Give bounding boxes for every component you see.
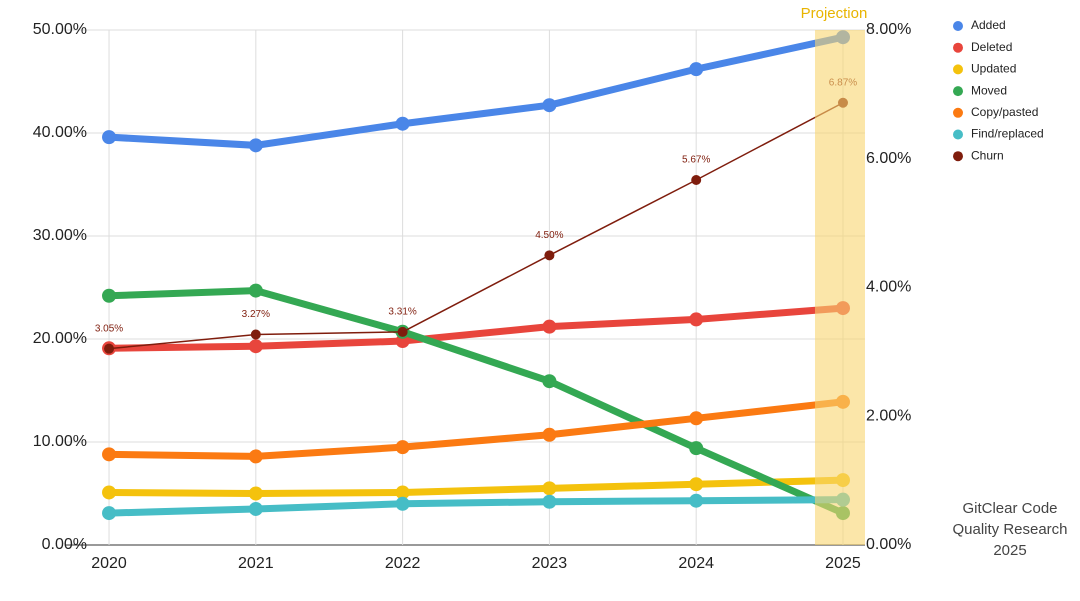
x-tick-label: 2023 [532, 555, 568, 572]
data-point [248, 486, 263, 501]
data-point [395, 496, 410, 511]
data-point [689, 493, 704, 508]
data-point [542, 427, 557, 442]
data-point [248, 138, 263, 153]
x-tick-label: 2022 [385, 555, 421, 572]
legend-marker [953, 64, 963, 75]
data-point [542, 481, 557, 496]
legend-label: Updated [971, 62, 1016, 76]
data-label: 3.27% [242, 309, 270, 320]
x-tick-label: 2020 [91, 555, 127, 572]
legend-marker [953, 42, 963, 53]
legend-marker [953, 151, 963, 162]
data-point [689, 441, 704, 456]
x-tick-label: 2021 [238, 555, 274, 572]
legend-label: Added [971, 18, 1006, 32]
data-point [248, 501, 263, 516]
y-tick-label: 0.00% [42, 536, 87, 553]
data-point [542, 98, 557, 113]
data-label: 4.50% [535, 230, 563, 241]
data-point [395, 116, 410, 131]
legend-label: Find/replaced [971, 127, 1044, 141]
y2-tick-label: 6.00% [866, 150, 911, 167]
data-point [102, 485, 117, 500]
data-point [689, 477, 704, 492]
data-point [689, 411, 704, 426]
data-point [250, 329, 261, 340]
data-point [248, 449, 263, 464]
data-point [397, 326, 408, 337]
data-point [102, 288, 117, 303]
legend-label: Churn [971, 148, 1004, 162]
projection-band [814, 30, 865, 545]
data-label: 5.67% [682, 155, 710, 166]
legend-marker [953, 21, 963, 31]
data-point [542, 319, 557, 334]
y-tick-label: 50.00% [33, 21, 87, 38]
data-label: 3.05% [95, 323, 123, 334]
y2-tick-label: 8.00% [866, 21, 911, 38]
series-line [108, 287, 845, 517]
y2-tick-label: 4.00% [866, 279, 911, 296]
legend-label: Copy/pasted [971, 105, 1038, 119]
data-point [544, 250, 555, 261]
data-point [542, 494, 557, 509]
series-line [108, 496, 844, 517]
y-tick-label: 30.00% [33, 227, 87, 244]
data-point [102, 447, 117, 462]
y2-tick-label: 0.00% [866, 536, 911, 553]
y-tick-label: 10.00% [33, 433, 87, 450]
series-line [108, 33, 844, 149]
y-tick-label: 40.00% [33, 124, 87, 141]
data-point [395, 440, 410, 455]
legend-marker [953, 86, 963, 97]
data-point [689, 312, 704, 327]
legend-label: Moved [971, 83, 1007, 97]
y-tick-label: 20.00% [33, 330, 87, 347]
x-tick-label: 2024 [678, 555, 714, 572]
legend-marker [953, 129, 963, 140]
projection-label: Projection [801, 5, 868, 22]
data-point [689, 62, 704, 77]
y2-tick-label: 2.00% [866, 407, 911, 424]
series-line [108, 102, 844, 350]
data-point [104, 343, 115, 354]
data-point [248, 283, 263, 298]
legend-marker [953, 107, 963, 118]
data-label: 3.31% [388, 307, 416, 318]
data-point [248, 339, 263, 354]
data-point [102, 506, 117, 521]
data-point [691, 174, 702, 185]
series-line [108, 398, 844, 460]
note: GitClear Code Quality Research 2025 [952, 500, 1068, 559]
series-line [109, 476, 844, 497]
x-tick-label: 2025 [825, 555, 861, 572]
data-point [102, 130, 117, 145]
legend-label: Deleted [971, 40, 1012, 54]
data-point [395, 485, 410, 500]
data-point [542, 374, 557, 389]
series-line [108, 304, 844, 352]
